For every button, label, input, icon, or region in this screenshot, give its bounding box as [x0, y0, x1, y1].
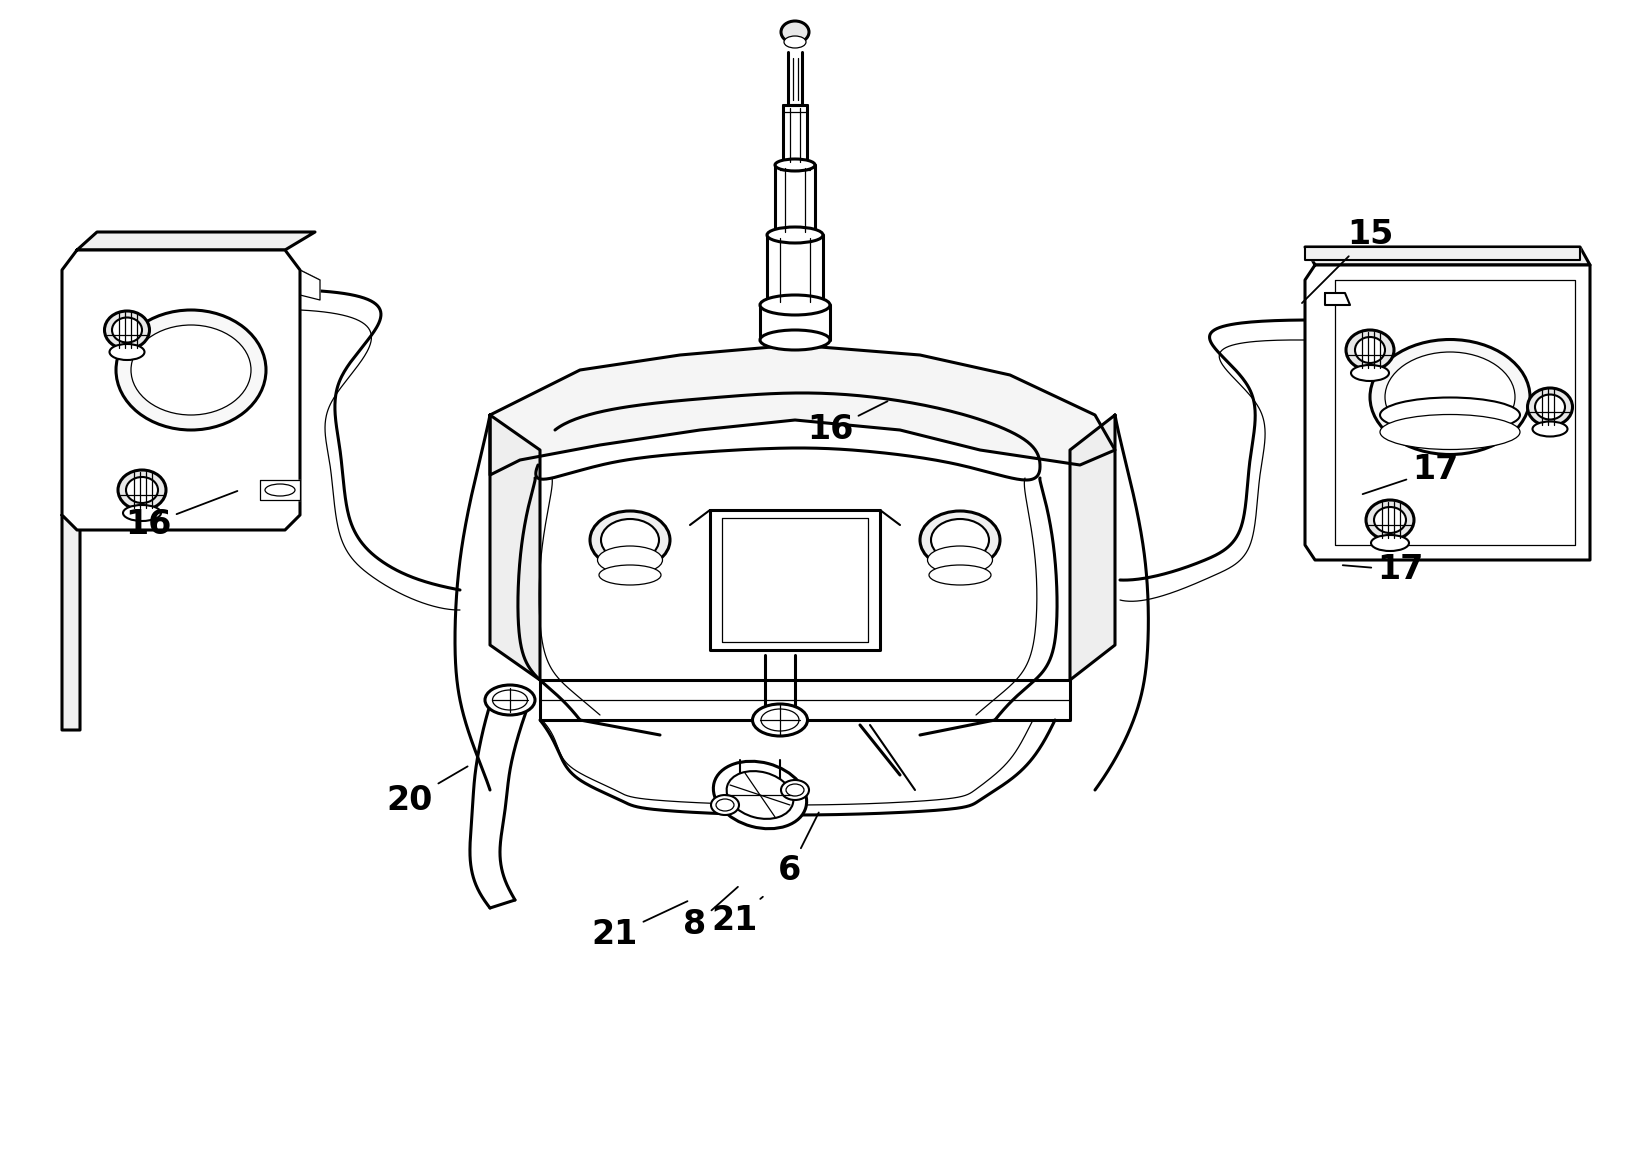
Ellipse shape: [131, 325, 251, 415]
Ellipse shape: [1364, 500, 1413, 540]
Ellipse shape: [589, 511, 669, 569]
Ellipse shape: [713, 761, 806, 829]
Ellipse shape: [264, 484, 295, 496]
Ellipse shape: [1373, 507, 1405, 532]
Ellipse shape: [104, 310, 150, 348]
Text: 21: 21: [591, 902, 687, 951]
Ellipse shape: [775, 159, 814, 171]
Text: 17: 17: [1342, 553, 1423, 586]
Polygon shape: [62, 250, 300, 530]
Polygon shape: [540, 680, 1069, 720]
Ellipse shape: [1355, 337, 1384, 363]
Ellipse shape: [118, 470, 166, 509]
Ellipse shape: [1379, 414, 1519, 450]
Polygon shape: [259, 480, 300, 500]
Text: 16: 16: [806, 401, 886, 446]
Ellipse shape: [759, 330, 829, 350]
Ellipse shape: [710, 795, 739, 815]
Ellipse shape: [122, 505, 162, 521]
Ellipse shape: [113, 317, 142, 343]
Ellipse shape: [767, 227, 823, 243]
Polygon shape: [1304, 247, 1580, 260]
Polygon shape: [490, 345, 1115, 475]
Polygon shape: [1304, 264, 1590, 560]
Ellipse shape: [1526, 388, 1572, 426]
Ellipse shape: [919, 511, 999, 569]
Ellipse shape: [726, 772, 793, 819]
Polygon shape: [300, 270, 320, 300]
Ellipse shape: [109, 344, 144, 360]
Ellipse shape: [1531, 422, 1567, 437]
Ellipse shape: [493, 690, 527, 710]
Polygon shape: [62, 515, 80, 730]
Ellipse shape: [929, 565, 991, 585]
Ellipse shape: [597, 546, 663, 574]
Ellipse shape: [785, 784, 803, 796]
Ellipse shape: [126, 477, 158, 503]
Ellipse shape: [752, 704, 806, 736]
Text: 21: 21: [712, 897, 762, 936]
Ellipse shape: [1369, 339, 1529, 454]
Text: 15: 15: [1301, 218, 1392, 304]
Ellipse shape: [116, 310, 266, 430]
Ellipse shape: [1384, 352, 1514, 442]
Ellipse shape: [601, 519, 659, 561]
Text: 17: 17: [1361, 453, 1457, 494]
Ellipse shape: [715, 799, 733, 811]
Polygon shape: [1069, 415, 1115, 680]
Ellipse shape: [783, 36, 806, 48]
Ellipse shape: [1379, 398, 1519, 432]
Text: 16: 16: [124, 491, 237, 542]
Ellipse shape: [485, 685, 535, 715]
Ellipse shape: [599, 565, 661, 585]
Polygon shape: [1304, 247, 1590, 264]
Polygon shape: [1324, 293, 1350, 305]
Ellipse shape: [761, 710, 798, 731]
Ellipse shape: [1350, 365, 1389, 381]
Ellipse shape: [1371, 535, 1408, 551]
Ellipse shape: [780, 780, 808, 800]
Ellipse shape: [1534, 394, 1563, 420]
Text: 8: 8: [682, 887, 738, 942]
Text: 6: 6: [778, 813, 818, 887]
Ellipse shape: [930, 519, 989, 561]
Ellipse shape: [780, 21, 808, 43]
Ellipse shape: [1345, 330, 1394, 370]
Polygon shape: [77, 232, 315, 250]
Polygon shape: [710, 509, 880, 650]
Ellipse shape: [759, 296, 829, 315]
Ellipse shape: [927, 546, 992, 574]
Polygon shape: [490, 415, 540, 680]
Text: 20: 20: [387, 766, 467, 816]
